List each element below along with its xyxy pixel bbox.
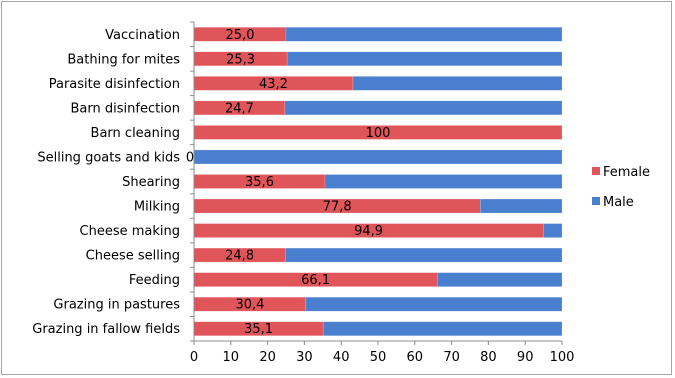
data-label: 30,4 [235,298,264,313]
x-tick-label: 30 [296,350,313,365]
x-tick-label: 50 [370,350,387,365]
data-label: 94,9 [354,224,383,239]
x-tick-label: 70 [443,350,460,365]
legend-swatch-female [592,167,600,175]
x-tick-label: 40 [333,350,350,365]
bar-male [542,223,563,238]
legend-swatch-male [592,197,600,205]
category-label: Grazing in fallow fields [32,322,180,337]
bar-male [193,149,563,165]
data-label: 77,8 [323,200,352,215]
x-tick-label: 90 [517,350,534,365]
x-tick-label: 20 [259,350,276,365]
x-tick-label: 60 [407,350,424,365]
bar-male [324,174,563,189]
x-tick-label: 100 [550,350,575,365]
data-label: 100 [366,126,391,141]
category-label: Cheese selling [86,249,180,264]
legend-label-male: Male [603,195,634,210]
category-label: Barn disinfection [71,101,180,116]
data-label: 24,8 [225,249,254,264]
x-tick-label: 0 [190,350,198,365]
category-label: Feeding [129,273,180,288]
bar-male [352,76,563,91]
category-label: Bathing for mites [67,52,180,67]
bar-male [480,198,563,214]
category-label: Grazing in pastures [53,298,180,313]
data-label: 35,6 [245,175,274,190]
data-label: 25,3 [226,52,255,67]
data-label: 66,1 [301,273,330,288]
bar-male [285,247,563,263]
bar-male [286,51,563,67]
x-tick-label: 80 [480,350,497,365]
data-label: 43,2 [259,77,288,92]
category-label: Barn cleaning [91,126,180,141]
category-label: Shearing [122,175,180,190]
category-label: Cheese making [80,224,180,239]
category-label: Parasite disinfection [49,77,180,92]
legend-label-female: Female [603,165,650,180]
bar-male [305,296,563,312]
bar-male [285,27,563,42]
data-label: 25,0 [226,28,255,43]
data-label: 35,1 [244,322,273,337]
x-tick-label: 10 [223,350,240,365]
category-label: Vaccination [105,28,180,43]
category-label: Milking [134,200,180,215]
bar-male [322,321,563,336]
data-label: 0 [186,150,194,165]
bar-male [284,100,563,116]
bar-male [436,272,563,287]
category-label: Selling goats and kids [37,150,180,165]
data-label: 24,7 [225,101,254,116]
